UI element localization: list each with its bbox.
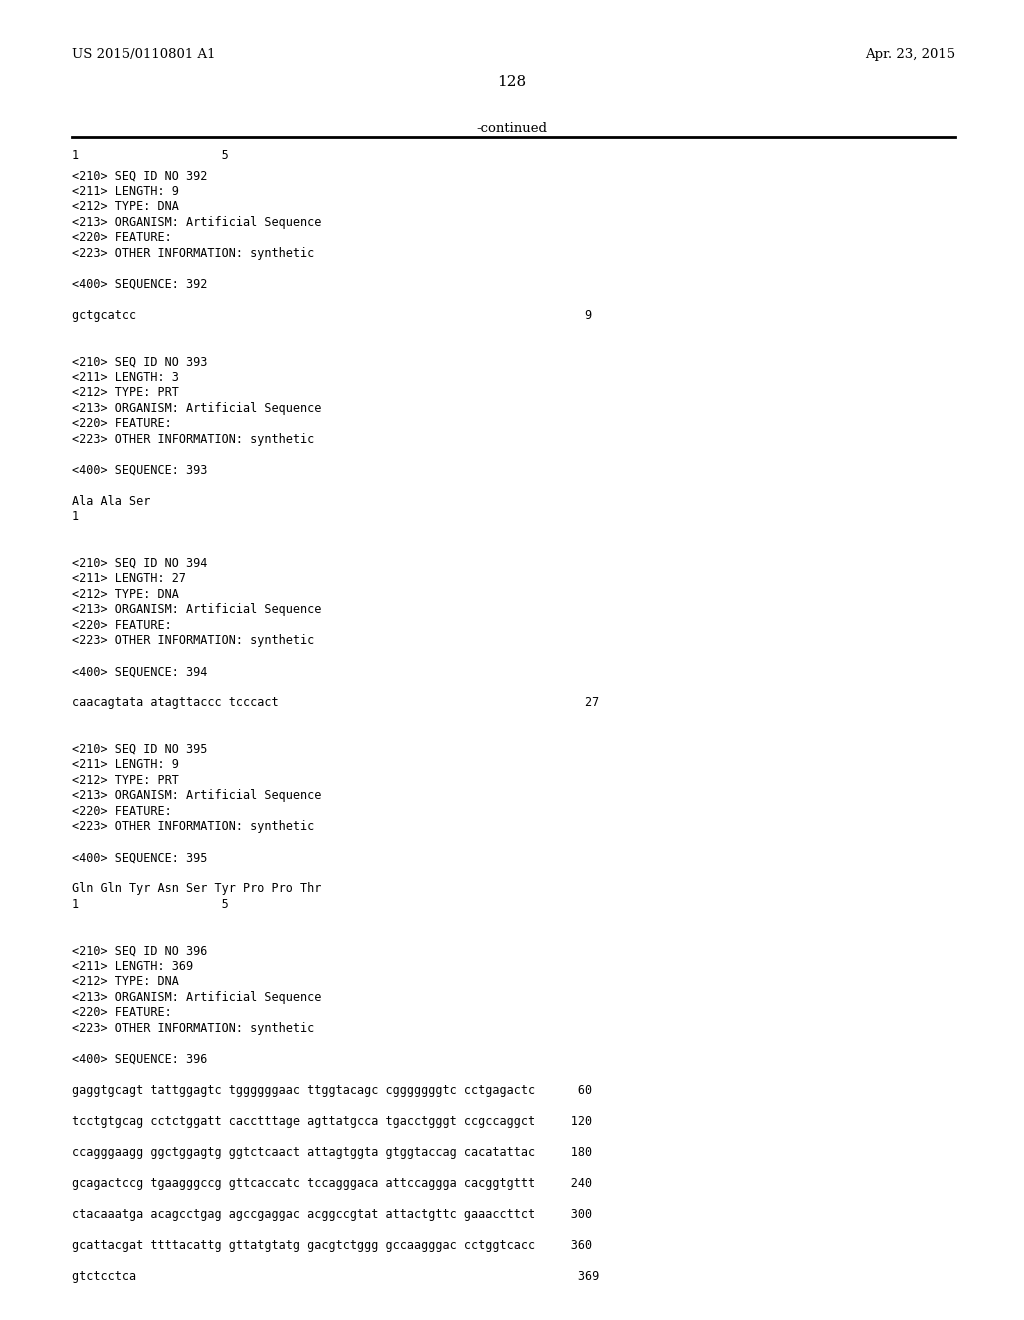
Text: <400> SEQUENCE: 393: <400> SEQUENCE: 393 — [72, 463, 208, 477]
Text: <223> OTHER INFORMATION: synthetic: <223> OTHER INFORMATION: synthetic — [72, 247, 314, 260]
Text: <212> TYPE: DNA: <212> TYPE: DNA — [72, 587, 179, 601]
Text: <400> SEQUENCE: 394: <400> SEQUENCE: 394 — [72, 665, 208, 678]
Text: tcctgtgcag cctctggatt cacctttage agttatgcca tgacctgggt ccgccaggct     120: tcctgtgcag cctctggatt cacctttage agttatg… — [72, 1114, 592, 1127]
Text: 1                    5: 1 5 — [72, 149, 228, 162]
Text: <220> FEATURE:: <220> FEATURE: — [72, 619, 172, 632]
Text: Gln Gln Tyr Asn Ser Tyr Pro Pro Thr: Gln Gln Tyr Asn Ser Tyr Pro Pro Thr — [72, 882, 322, 895]
Text: <400> SEQUENCE: 392: <400> SEQUENCE: 392 — [72, 277, 208, 290]
Text: <213> ORGANISM: Artificial Sequence: <213> ORGANISM: Artificial Sequence — [72, 603, 322, 616]
Text: <220> FEATURE:: <220> FEATURE: — [72, 805, 172, 817]
Text: gctgcatcc                                                               9: gctgcatcc 9 — [72, 309, 592, 322]
Text: <223> OTHER INFORMATION: synthetic: <223> OTHER INFORMATION: synthetic — [72, 634, 314, 647]
Text: gaggtgcagt tattggagtc tggggggaac ttggtacagc cgggggggtc cctgagactc      60: gaggtgcagt tattggagtc tggggggaac ttggtac… — [72, 1084, 592, 1097]
Text: 128: 128 — [498, 75, 526, 88]
Text: <223> OTHER INFORMATION: synthetic: <223> OTHER INFORMATION: synthetic — [72, 1022, 314, 1035]
Text: -continued: -continued — [476, 121, 548, 135]
Text: <210> SEQ ID NO 393: <210> SEQ ID NO 393 — [72, 355, 208, 368]
Text: <210> SEQ ID NO 392: <210> SEQ ID NO 392 — [72, 169, 208, 182]
Text: Apr. 23, 2015: Apr. 23, 2015 — [865, 48, 955, 61]
Text: US 2015/0110801 A1: US 2015/0110801 A1 — [72, 48, 215, 61]
Text: <220> FEATURE:: <220> FEATURE: — [72, 231, 172, 244]
Text: <400> SEQUENCE: 396: <400> SEQUENCE: 396 — [72, 1052, 208, 1065]
Text: gtctcctca                                                              369: gtctcctca 369 — [72, 1270, 599, 1283]
Text: <211> LENGTH: 27: <211> LENGTH: 27 — [72, 572, 186, 585]
Text: <223> OTHER INFORMATION: synthetic: <223> OTHER INFORMATION: synthetic — [72, 820, 314, 833]
Text: <210> SEQ ID NO 394: <210> SEQ ID NO 394 — [72, 557, 208, 570]
Text: <211> LENGTH: 9: <211> LENGTH: 9 — [72, 758, 179, 771]
Text: <213> ORGANISM: Artificial Sequence: <213> ORGANISM: Artificial Sequence — [72, 789, 322, 803]
Text: <400> SEQUENCE: 395: <400> SEQUENCE: 395 — [72, 851, 208, 865]
Text: <211> LENGTH: 369: <211> LENGTH: 369 — [72, 960, 194, 973]
Text: Ala Ala Ser: Ala Ala Ser — [72, 495, 151, 508]
Text: <212> TYPE: PRT: <212> TYPE: PRT — [72, 774, 179, 787]
Text: <220> FEATURE:: <220> FEATURE: — [72, 417, 172, 430]
Text: <212> TYPE: PRT: <212> TYPE: PRT — [72, 387, 179, 399]
Text: <210> SEQ ID NO 396: <210> SEQ ID NO 396 — [72, 944, 208, 957]
Text: caacagtata atagttaccc tcccact                                           27: caacagtata atagttaccc tcccact 27 — [72, 696, 599, 709]
Text: gcagactccg tgaagggccg gttcaccatc tccagggaca attccaggga cacggtgttt     240: gcagactccg tgaagggccg gttcaccatc tccaggg… — [72, 1176, 592, 1189]
Text: ctacaaatga acagcctgag agccgaggac acggccgtat attactgttc gaaaccttct     300: ctacaaatga acagcctgag agccgaggac acggccg… — [72, 1208, 592, 1221]
Text: <211> LENGTH: 3: <211> LENGTH: 3 — [72, 371, 179, 384]
Text: <210> SEQ ID NO 395: <210> SEQ ID NO 395 — [72, 743, 208, 755]
Text: <213> ORGANISM: Artificial Sequence: <213> ORGANISM: Artificial Sequence — [72, 215, 322, 228]
Text: <211> LENGTH: 9: <211> LENGTH: 9 — [72, 185, 179, 198]
Text: <223> OTHER INFORMATION: synthetic: <223> OTHER INFORMATION: synthetic — [72, 433, 314, 446]
Text: gcattacgat ttttacattg gttatgtatg gacgtctggg gccaagggac cctggtcacc     360: gcattacgat ttttacattg gttatgtatg gacgtct… — [72, 1238, 592, 1251]
Text: <220> FEATURE:: <220> FEATURE: — [72, 1006, 172, 1019]
Text: 1                    5: 1 5 — [72, 898, 228, 911]
Text: <213> ORGANISM: Artificial Sequence: <213> ORGANISM: Artificial Sequence — [72, 990, 322, 1003]
Text: 1: 1 — [72, 510, 79, 523]
Text: <213> ORGANISM: Artificial Sequence: <213> ORGANISM: Artificial Sequence — [72, 401, 322, 414]
Text: ccagggaagg ggctggagtg ggtctcaact attagtggta gtggtaccag cacatattac     180: ccagggaagg ggctggagtg ggtctcaact attagtg… — [72, 1146, 592, 1159]
Text: <212> TYPE: DNA: <212> TYPE: DNA — [72, 975, 179, 989]
Text: <212> TYPE: DNA: <212> TYPE: DNA — [72, 201, 179, 213]
